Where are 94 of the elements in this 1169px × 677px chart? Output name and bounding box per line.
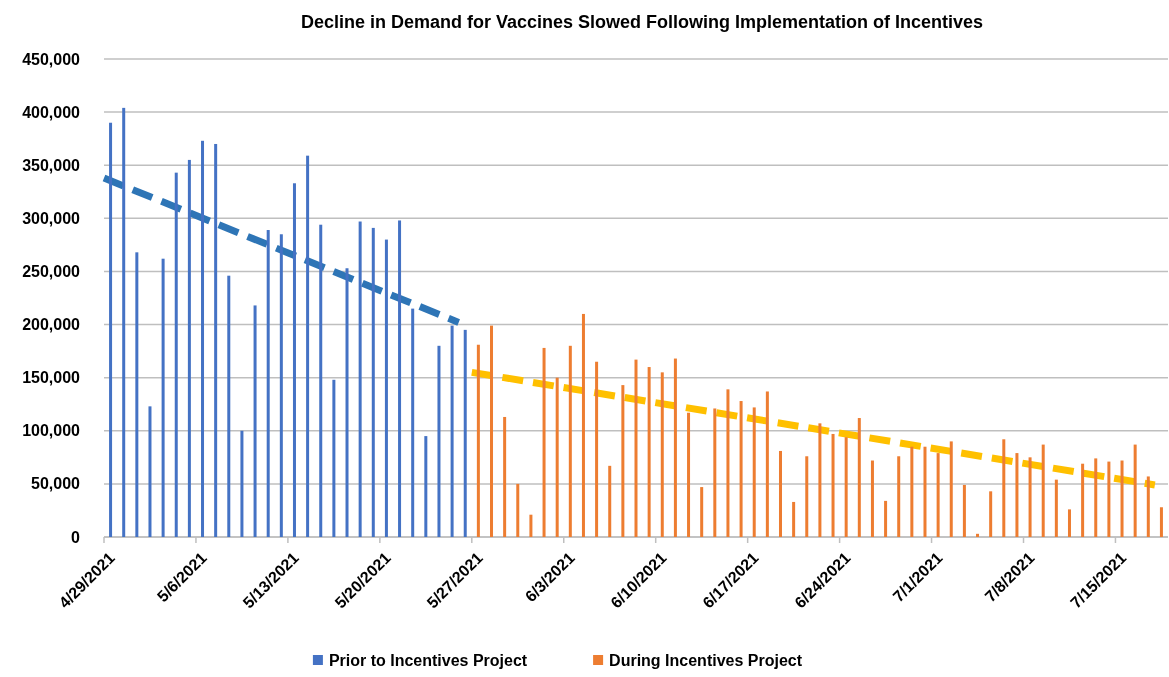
bar — [529, 514, 533, 537]
bar — [319, 224, 323, 537]
bar — [384, 239, 388, 537]
bar — [936, 453, 940, 537]
bar — [700, 487, 704, 537]
y-tick-label: 450,000 — [22, 50, 81, 68]
bar — [805, 456, 809, 537]
bar — [739, 401, 743, 537]
bar — [949, 441, 953, 537]
bar — [253, 305, 257, 537]
bar — [870, 460, 874, 537]
y-tick-label: 300,000 — [22, 209, 81, 227]
bar — [437, 345, 441, 537]
bar — [463, 329, 467, 537]
bar — [568, 345, 572, 537]
legend-label: Prior to Incentives Project — [328, 652, 528, 669]
bar — [148, 406, 152, 537]
bar — [450, 325, 454, 537]
y-tick-label: 200,000 — [22, 316, 81, 334]
bar — [1120, 460, 1124, 537]
bar — [306, 155, 310, 537]
bar — [358, 221, 362, 537]
bar — [844, 437, 848, 537]
bar — [555, 377, 559, 537]
bar — [1146, 476, 1150, 537]
bar — [135, 252, 139, 537]
bar — [371, 227, 375, 537]
y-tick-label: 400,000 — [22, 103, 81, 121]
bar — [279, 234, 283, 537]
bar — [1133, 444, 1137, 537]
y-tick-label: 100,000 — [22, 422, 81, 440]
bar — [424, 436, 428, 537]
bar — [1094, 458, 1098, 537]
bar — [174, 172, 178, 537]
bar — [516, 483, 520, 537]
bar — [542, 347, 546, 537]
bar — [1028, 457, 1032, 537]
bar — [161, 258, 165, 537]
bar — [897, 456, 901, 537]
bar — [332, 379, 336, 537]
bar — [490, 325, 494, 537]
chart-title: Decline in Demand for Vaccines Slowed Following Implementation of Incentives — [300, 12, 984, 32]
bar — [792, 501, 796, 537]
legend-label: During Incentives Project — [609, 652, 803, 669]
bar — [778, 450, 782, 537]
bar — [581, 313, 585, 537]
bar — [345, 268, 349, 537]
bar — [765, 391, 769, 537]
bar — [660, 372, 664, 537]
y-tick-label: 50,000 — [31, 475, 81, 493]
y-tick-label: 150,000 — [22, 369, 81, 387]
bar — [976, 533, 980, 537]
bar — [962, 484, 966, 537]
bar — [1002, 439, 1006, 537]
bar — [1054, 479, 1058, 537]
bar — [910, 446, 914, 537]
bar — [227, 275, 231, 537]
bar — [647, 367, 651, 537]
bar — [923, 446, 927, 537]
bar — [240, 430, 244, 537]
bar — [1159, 507, 1163, 537]
bar — [398, 220, 402, 537]
bar — [266, 230, 270, 537]
bar — [109, 122, 113, 537]
bar — [884, 500, 888, 537]
bar — [713, 408, 717, 537]
bar — [292, 183, 296, 537]
bar — [621, 385, 625, 537]
bar — [411, 308, 415, 537]
bar — [1015, 453, 1019, 537]
bar — [214, 143, 218, 537]
bar — [687, 412, 691, 537]
bar — [476, 344, 480, 537]
bar — [187, 159, 191, 537]
bar — [634, 359, 638, 537]
bar — [726, 389, 730, 537]
y-tick-label: 250,000 — [22, 263, 81, 281]
bar — [1067, 509, 1071, 537]
bar — [752, 407, 756, 537]
y-tick-label: 350,000 — [22, 156, 81, 174]
y-tick-label: 0 — [71, 528, 81, 546]
bar — [1107, 461, 1111, 537]
bar — [503, 416, 507, 537]
bar — [857, 418, 861, 537]
bar — [1081, 463, 1085, 537]
bar — [673, 358, 677, 537]
bar — [595, 361, 599, 537]
bar — [818, 423, 822, 537]
bar — [122, 107, 126, 537]
bar — [1041, 444, 1045, 537]
bar — [831, 433, 835, 537]
bar — [608, 465, 612, 537]
bar — [201, 140, 205, 537]
bar — [989, 491, 993, 537]
